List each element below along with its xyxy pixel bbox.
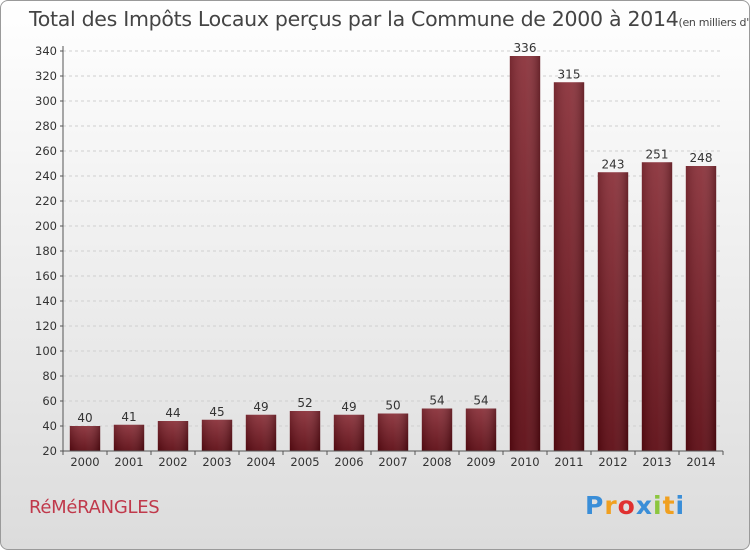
bar-shade-2010 [509, 56, 541, 451]
x-tick-label-2011: 2011 [554, 455, 583, 469]
x-tick-label-2002: 2002 [158, 455, 187, 469]
bar-shade-2002 [157, 421, 189, 451]
y-tick-label-40: 40 [42, 419, 57, 433]
value-label-2006: 49 [341, 400, 356, 414]
chart-title-unit: (en milliers d'€) [678, 16, 749, 29]
y-tick-label-260: 260 [35, 144, 57, 158]
x-tick-label-2010: 2010 [510, 455, 539, 469]
value-label-2013: 251 [646, 147, 669, 161]
value-label-2012: 243 [602, 157, 625, 171]
value-label-2001: 41 [121, 410, 136, 424]
x-tick-label-2013: 2013 [642, 455, 671, 469]
value-label-2009: 54 [473, 394, 488, 408]
y-tick-label-100: 100 [35, 344, 57, 358]
logo-letter: P [585, 491, 605, 520]
bar-shade-2013 [641, 162, 673, 451]
bar-shade-2009 [465, 408, 497, 451]
chart-title: Total des Impôts Locaux perçus par la Co… [29, 7, 749, 31]
y-tick-label-140: 140 [35, 294, 57, 308]
logo-letter: i [653, 491, 663, 520]
x-tick-label-2007: 2007 [378, 455, 407, 469]
x-tick-label-2003: 2003 [202, 455, 231, 469]
x-tick-label-2001: 2001 [114, 455, 143, 469]
chart-title-text: Total des Impôts Locaux perçus par la Co… [29, 7, 679, 31]
bar-shade-2011 [553, 82, 585, 451]
value-label-2010: 336 [514, 41, 537, 55]
axes: 20 40 60 80 100 120 140 160 180 200 220 240 260 280 30… [35, 41, 724, 469]
proxiti-logo: Proxiti [585, 491, 685, 520]
y-tick-label-180: 180 [35, 244, 57, 258]
value-label-2000: 40 [77, 411, 92, 425]
x-tick-label-2014: 2014 [686, 455, 715, 469]
logo-letter: x [635, 491, 653, 520]
bars [69, 56, 717, 451]
x-tick-label-2006: 2006 [334, 455, 363, 469]
bar-shade-2004 [245, 414, 277, 451]
bar-shade-2005 [289, 411, 321, 451]
bar-shade-2001 [113, 424, 145, 451]
value-label-2002: 44 [165, 406, 180, 420]
x-tick-label-2008: 2008 [422, 455, 451, 469]
y-tick-label-300: 300 [35, 94, 57, 108]
x-tick-label-2009: 2009 [466, 455, 495, 469]
x-tick-label-2012: 2012 [598, 455, 627, 469]
value-label-2005: 52 [297, 396, 312, 410]
x-tick-label-2004: 2004 [246, 455, 275, 469]
bar-shade-2003 [201, 419, 233, 451]
y-tick-label-280: 280 [35, 119, 57, 133]
bar-shade-2006 [333, 414, 365, 451]
logo-letter: i [675, 491, 686, 520]
bar-shade-2000 [69, 426, 101, 451]
logo-letter: t [662, 491, 676, 520]
y-tick-label-200: 200 [35, 219, 57, 233]
value-label-2014: 248 [690, 151, 713, 165]
value-label-2008: 54 [429, 394, 444, 408]
value-label-2011: 315 [558, 67, 581, 81]
y-tick-label-60: 60 [42, 394, 57, 408]
value-label-2003: 45 [209, 405, 224, 419]
x-tick-label-2000: 2000 [70, 455, 99, 469]
x-tick-label-2005: 2005 [290, 455, 319, 469]
y-tick-label-340: 340 [35, 44, 57, 58]
y-tick-label-220: 220 [35, 194, 57, 208]
value-label-2004: 49 [253, 400, 268, 414]
bar-shade-2007 [377, 413, 409, 451]
logo-letter: o [617, 491, 636, 520]
y-tick-label-20: 20 [42, 444, 57, 458]
logo-letter: r [604, 491, 618, 520]
commune-name: RéMéRANGLES [29, 497, 160, 518]
y-tick-label-160: 160 [35, 269, 57, 283]
y-tick-label-240: 240 [35, 169, 57, 183]
bar-shade-2014 [685, 166, 717, 451]
value-label-2007: 50 [385, 399, 400, 413]
y-tick-label-80: 80 [42, 369, 57, 383]
bar-shade-2012 [597, 172, 629, 451]
y-tick-label-320: 320 [35, 69, 57, 83]
y-tick-label-120: 120 [35, 319, 57, 333]
bar-shade-2008 [421, 408, 453, 451]
